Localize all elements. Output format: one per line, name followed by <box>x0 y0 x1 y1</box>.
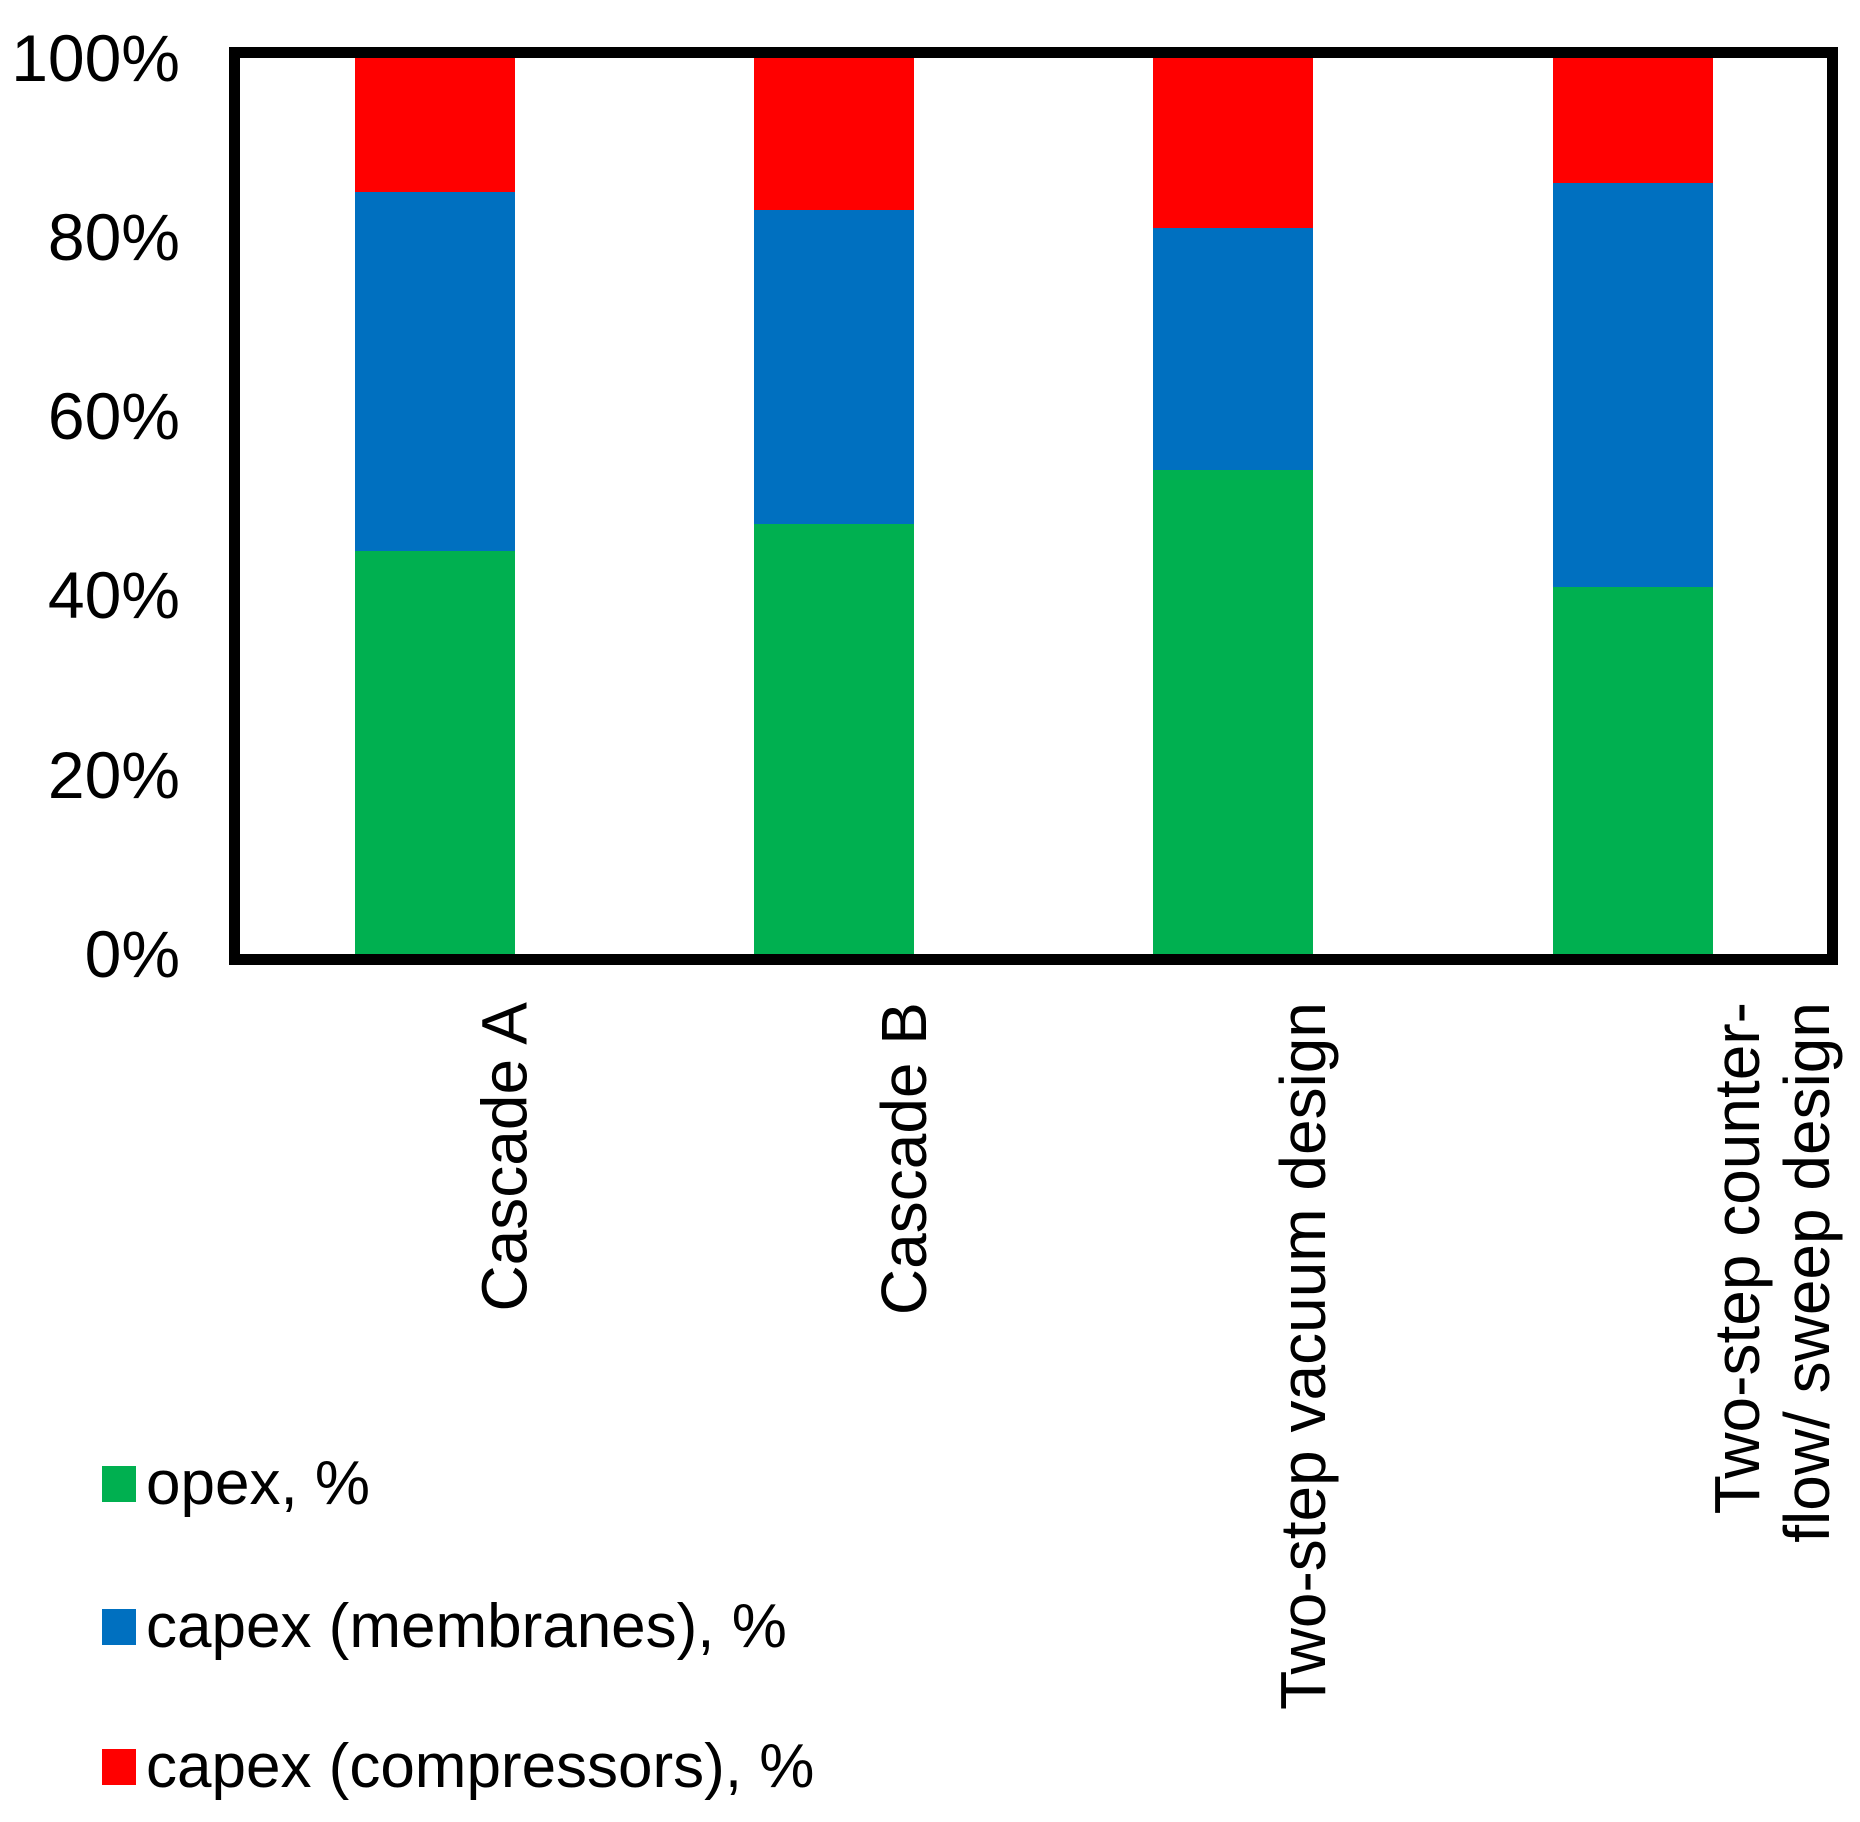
y-tick-label-0: 0% <box>84 917 180 991</box>
category-label-two-step-vacuum: Two-step vacuum design <box>1267 1002 1339 1710</box>
bar-two-step-counterflow-sweep <box>1553 58 1713 954</box>
y-tick-label-20: 20% <box>47 738 180 812</box>
y-tick-label-40: 40% <box>47 558 180 632</box>
segment-capex-compressors <box>754 58 914 211</box>
legend-item-opex: opex, % <box>102 1448 370 1520</box>
legend-label-opex: opex, % <box>146 1449 371 1518</box>
legend-swatch-opex <box>102 1466 136 1502</box>
legend-swatch-capex-compressors <box>102 1749 136 1785</box>
segment-capex-membranes <box>1553 183 1713 587</box>
segment-opex <box>355 550 515 954</box>
segment-capex-compressors <box>355 58 515 193</box>
bar-cascade-a <box>355 58 515 954</box>
category-label-cascade-a: Cascade A <box>469 1002 541 1312</box>
category-label-two-step-counterflow-sweep: Two-step counter- flow/ sweep design <box>1701 1002 1843 1543</box>
segment-capex-compressors <box>1553 58 1713 184</box>
legend-item-capex-membranes: capex (membranes), % <box>102 1591 787 1663</box>
segment-opex <box>1553 586 1713 954</box>
y-tick-label-60: 60% <box>47 379 180 453</box>
y-tick-label-100: 100% <box>11 21 180 95</box>
segment-capex-compressors <box>1153 58 1313 229</box>
category-label-cascade-b: Cascade B <box>868 1002 940 1316</box>
y-tick-label-80: 80% <box>47 200 180 274</box>
legend-label-capex-compressors: capex (compressors), % <box>146 1732 815 1801</box>
segment-capex-membranes <box>754 210 914 524</box>
plot-area <box>229 47 1838 965</box>
segment-capex-membranes <box>355 192 515 551</box>
segment-opex <box>754 523 914 954</box>
bar-cascade-b <box>754 58 914 954</box>
legend-swatch-capex-membranes <box>102 1609 136 1645</box>
bar-two-step-vacuum <box>1153 58 1313 954</box>
legend-label-capex-membranes: capex (membranes), % <box>146 1592 787 1661</box>
segment-capex-membranes <box>1153 228 1313 471</box>
legend-item-capex-compressors: capex (compressors), % <box>102 1731 814 1803</box>
segment-opex <box>1153 470 1313 954</box>
